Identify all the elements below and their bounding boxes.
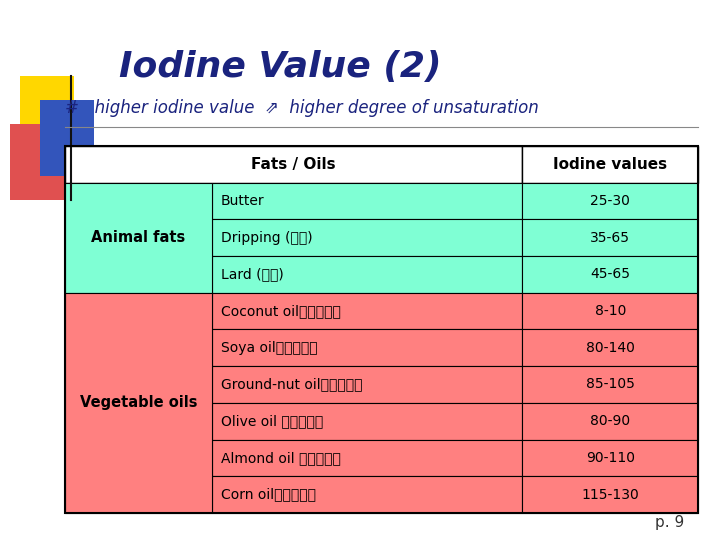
Text: Vegetable oils: Vegetable oils: [80, 395, 197, 410]
Text: Butter: Butter: [221, 194, 265, 208]
Text: 8-10: 8-10: [595, 304, 626, 318]
Text: Coconut oil（椰子油）: Coconut oil（椰子油）: [221, 304, 341, 318]
Text: 80-90: 80-90: [590, 414, 630, 428]
Text: Iodine Value (2): Iodine Value (2): [119, 51, 441, 84]
Text: Almond oil （杏仁油）: Almond oil （杏仁油）: [221, 451, 341, 465]
Text: 35-65: 35-65: [590, 231, 630, 245]
Text: Animal fats: Animal fats: [91, 230, 186, 245]
Text: Dripping (肉汁): Dripping (肉汁): [221, 231, 312, 245]
Text: Iodine values: Iodine values: [553, 157, 667, 172]
Text: 45-65: 45-65: [590, 267, 630, 281]
Text: Corn oil（粟米油）: Corn oil（粟米油）: [221, 488, 316, 502]
Text: Olive oil （橄歙油）: Olive oil （橄歙油）: [221, 414, 323, 428]
Text: p. 9: p. 9: [655, 515, 685, 530]
Text: 85-105: 85-105: [586, 377, 634, 392]
Text: 25-30: 25-30: [590, 194, 630, 208]
Text: Fats / Oils: Fats / Oils: [251, 157, 336, 172]
Text: #   higher iodine value  ⇗  higher degree of unsaturation: # higher iodine value ⇗ higher degree of…: [65, 99, 539, 117]
Text: Ground-nut oil（花生油）: Ground-nut oil（花生油）: [221, 377, 363, 392]
Text: Soya oil（大豆油）: Soya oil（大豆油）: [221, 341, 318, 355]
Text: 90-110: 90-110: [585, 451, 635, 465]
Text: 80-140: 80-140: [586, 341, 634, 355]
Text: Lard (豬油): Lard (豬油): [221, 267, 284, 281]
Text: 115-130: 115-130: [581, 488, 639, 502]
